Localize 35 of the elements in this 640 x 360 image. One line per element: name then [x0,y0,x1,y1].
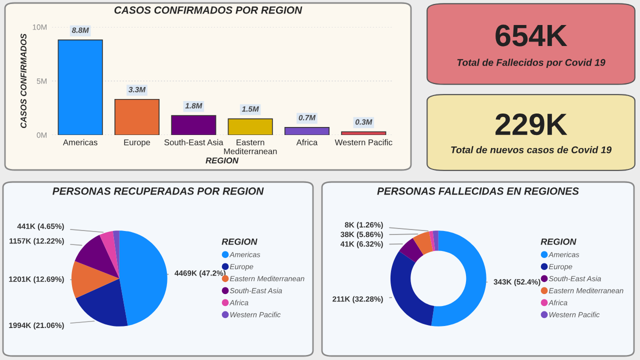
pie-slice [99,231,120,278]
pie-slice [119,230,168,326]
bar [114,98,160,135]
bar [341,131,386,135]
bar [284,127,330,135]
bar [228,118,273,135]
pie-slice [74,234,120,278]
text: 229K [496,114,568,136]
donut-slice [431,230,486,326]
text: Total de Fallecidos por Covid 19 [457,58,606,68]
x-axis-title: REGION [206,158,239,164]
y-axis-title: CASOS CONFIRMADOS [20,34,26,128]
text: 654K [496,24,568,46]
x-tick-label: South-East Asia [164,139,224,146]
chart-title: CASOS CONFIRMADOS POR REGION [114,6,302,14]
chart-title: PERSONAS RECUPERADAS POR REGION [52,187,264,195]
x-tick-label: Americas [62,139,98,146]
pie-slice [71,260,120,298]
x-tick-label: Eastern Mediterranean [224,139,277,154]
x-tick-label: Africa [296,139,318,146]
donut-slice [432,230,438,251]
text: Total de nuevos casos de Covid 19 [451,146,612,154]
bar [171,115,216,135]
donut-slice [412,232,433,256]
donut-slice [390,251,434,326]
pie-slice [112,230,120,278]
legend-title: REGION [222,238,258,245]
legend-title: REGION [540,238,576,245]
donut-slice [399,238,424,263]
pie-slice [76,278,128,326]
donut-slice [429,230,436,252]
x-tick-label: Europe [124,139,150,147]
chart-title: PERSONAS FALLECIDAS EN REGIONES [377,187,579,195]
bar [58,40,103,135]
x-tick-label: Western Pacific [334,139,392,146]
